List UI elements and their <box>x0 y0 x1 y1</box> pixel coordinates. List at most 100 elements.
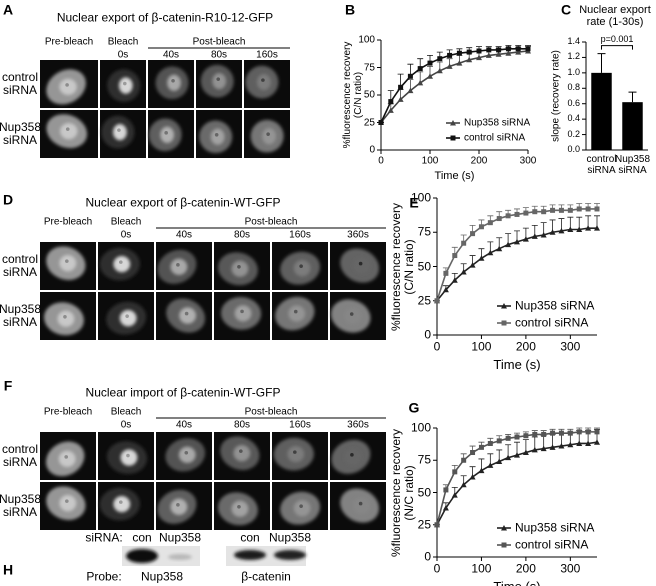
cell-nucleus <box>257 73 271 91</box>
marker <box>451 492 458 498</box>
nucleolus <box>65 83 69 87</box>
marker <box>378 120 384 125</box>
legend-label: control siRNA <box>464 132 526 144</box>
marker <box>540 445 547 452</box>
marker <box>476 48 482 54</box>
y-tick-label: 0.8 <box>567 82 580 93</box>
marker <box>436 67 443 74</box>
nucleolus <box>237 264 241 269</box>
marker <box>476 54 482 61</box>
column-header: Post-bleach <box>244 406 298 418</box>
marker <box>496 47 502 53</box>
cell-nucleus <box>344 448 362 465</box>
marker <box>388 99 394 105</box>
nucleolus <box>176 503 180 507</box>
nucleolus <box>239 449 243 453</box>
marker <box>594 225 600 231</box>
marker <box>485 52 492 58</box>
column-header: 160s <box>289 419 311 431</box>
cell-nucleus <box>59 254 77 272</box>
marker <box>496 245 503 252</box>
marker <box>460 268 467 275</box>
nucleolus <box>240 309 244 314</box>
marker <box>407 73 413 79</box>
marker <box>585 225 592 231</box>
marker <box>466 56 473 63</box>
blot-band <box>126 549 158 563</box>
column-header: 0s <box>117 49 129 61</box>
nucleolus <box>171 79 175 83</box>
panel-letter: D <box>2 191 14 208</box>
x-tick-label: 100 <box>421 155 439 167</box>
marker <box>576 429 582 435</box>
column-header: Pre-bleach <box>44 36 94 48</box>
column-header: 40s <box>162 49 180 61</box>
cell-nucleus <box>120 449 138 466</box>
y-tick-label: 100 <box>410 420 431 435</box>
column-header: Pre-bleach <box>43 406 93 418</box>
marker <box>525 46 531 52</box>
lane-label: Nup358 <box>158 530 202 545</box>
probe-label: Nup358 <box>140 569 184 584</box>
nucleolus <box>117 128 121 132</box>
marker <box>549 229 556 235</box>
nucleolus <box>299 264 303 268</box>
y-tick-label: 25 <box>417 517 431 532</box>
nucleolus <box>299 504 303 508</box>
marker <box>576 226 583 233</box>
column-header: 80s <box>233 229 251 241</box>
marker <box>487 462 494 468</box>
x-tick-label: 0 <box>378 155 384 167</box>
marker <box>505 213 511 219</box>
y-tick-label: 25 <box>417 293 431 308</box>
row-label: Nup358 siRNA <box>0 119 42 147</box>
marker <box>505 435 511 441</box>
marker <box>495 51 502 57</box>
cell-nucleus <box>160 126 175 143</box>
marker <box>576 206 582 212</box>
y-tick-label: 0.6 <box>567 97 580 108</box>
probe-label: β-catenin <box>241 569 291 584</box>
significance-bracket <box>601 45 633 50</box>
marker <box>505 46 511 52</box>
column-header: Bleach <box>110 216 142 228</box>
legend-marker <box>501 542 507 548</box>
x-tick-label: 0 <box>433 561 441 576</box>
marker <box>594 429 600 435</box>
lane-label: con <box>132 530 152 545</box>
marker <box>567 226 574 233</box>
bar <box>622 102 643 150</box>
cell-nucleus <box>231 500 249 517</box>
nucleolus <box>164 131 168 135</box>
panel-title: Nuclear export of β-catenin-WT-GFP <box>85 195 281 210</box>
cell-nucleus <box>353 257 371 274</box>
y-tick-label: 1.0 <box>567 66 580 77</box>
x-tick-label: 200 <box>515 339 536 354</box>
series-line <box>380 50 529 124</box>
y-tick-label: 50 <box>363 89 375 101</box>
marker <box>541 431 547 437</box>
marker <box>541 209 547 215</box>
marker <box>549 444 556 450</box>
nucleolus <box>65 259 69 263</box>
marker <box>558 430 564 436</box>
y-tick-label: 0.0 <box>567 144 580 155</box>
panel-letter: B <box>344 1 356 18</box>
x-tick-label: 100 <box>471 561 492 576</box>
cell-nucleus <box>212 72 227 90</box>
series-line <box>436 208 597 301</box>
nucleolus <box>119 260 123 264</box>
legend-label: control siRNA <box>515 315 589 330</box>
marker <box>427 73 433 79</box>
y-tick-label: 0 <box>369 144 375 156</box>
chart-title: Nuclear export rate (1-30s) <box>579 3 651 28</box>
bar <box>591 72 612 150</box>
legend-marker <box>501 320 507 326</box>
nucleolus <box>125 314 129 318</box>
cell-nucleus <box>170 498 188 515</box>
marker <box>594 206 600 212</box>
marker <box>470 450 476 456</box>
marker <box>496 458 503 465</box>
legend-marker <box>450 135 456 141</box>
blot-band <box>168 554 192 560</box>
